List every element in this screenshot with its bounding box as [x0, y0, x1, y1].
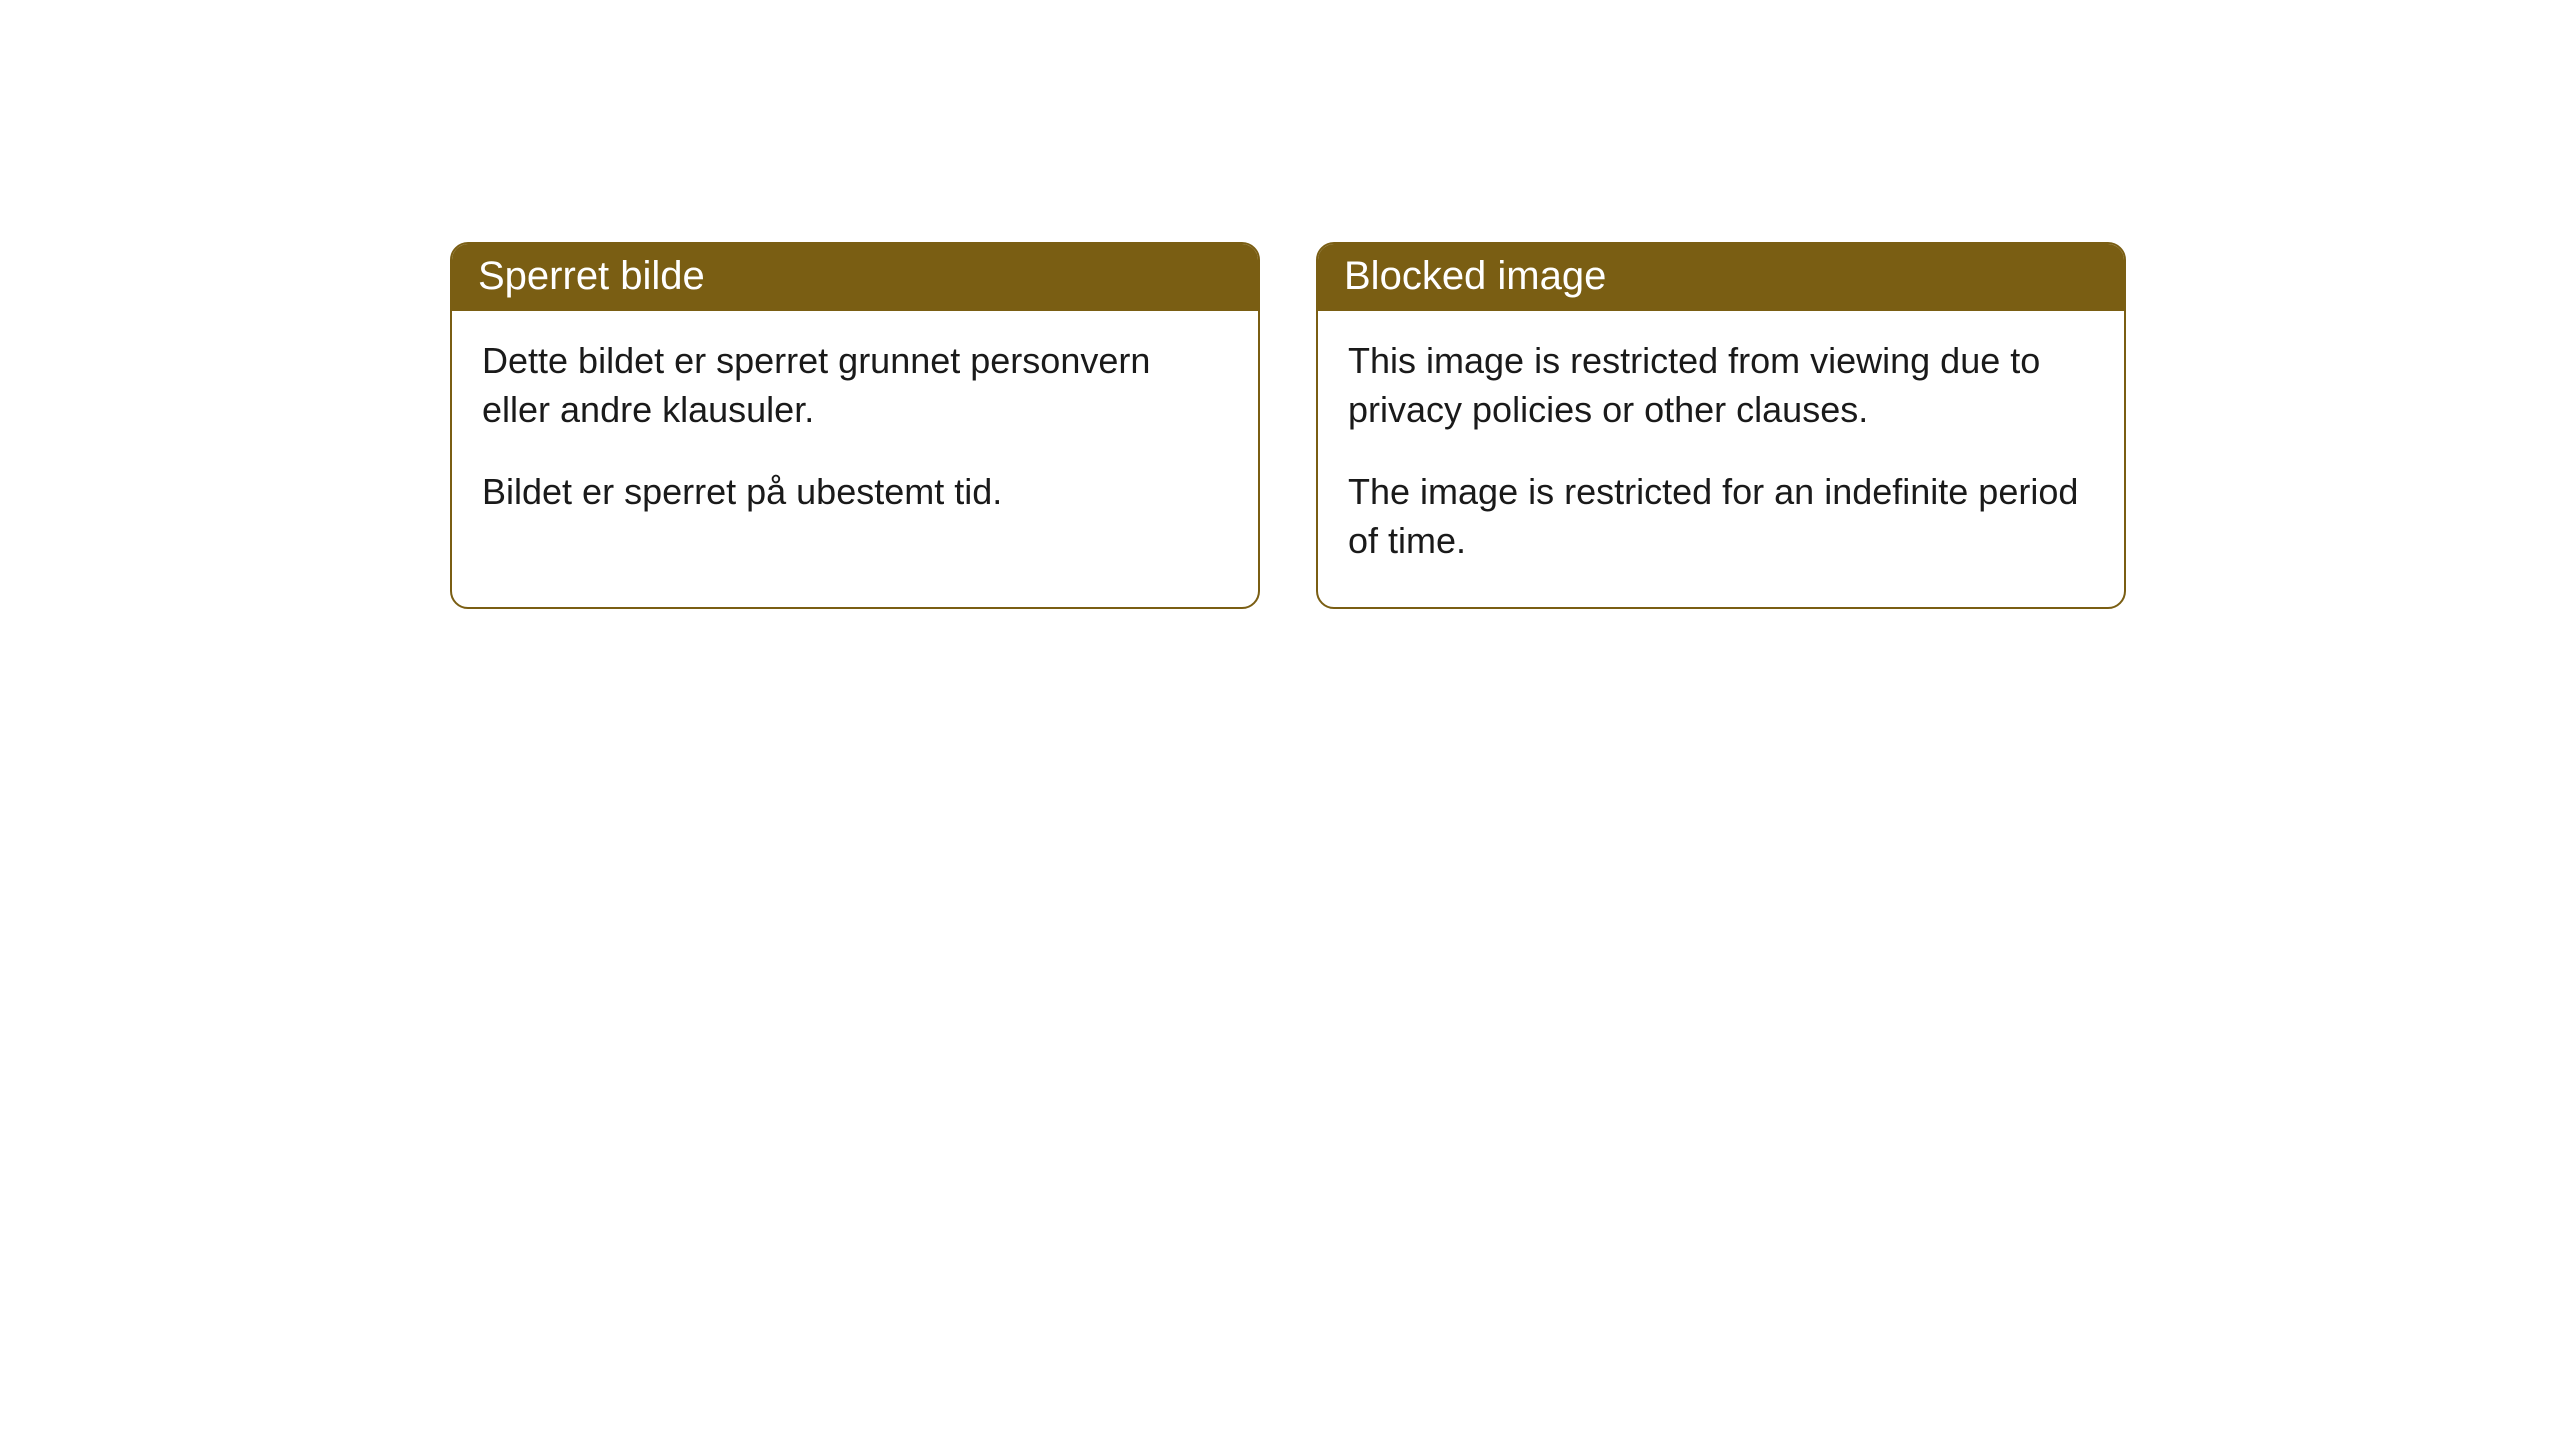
card-body-no: Dette bildet er sperret grunnet personve…: [452, 311, 1258, 559]
card-paragraph: This image is restricted from viewing du…: [1348, 337, 2094, 434]
blocked-image-card-no: Sperret bilde Dette bildet er sperret gr…: [450, 242, 1260, 609]
card-body-en: This image is restricted from viewing du…: [1318, 311, 2124, 607]
blocked-image-card-en: Blocked image This image is restricted f…: [1316, 242, 2126, 609]
card-paragraph: Bildet er sperret på ubestemt tid.: [482, 468, 1228, 517]
card-title: Sperret bilde: [478, 254, 705, 298]
notice-container: Sperret bilde Dette bildet er sperret gr…: [0, 0, 2560, 609]
card-paragraph: Dette bildet er sperret grunnet personve…: [482, 337, 1228, 434]
card-title: Blocked image: [1344, 254, 1606, 298]
card-header-en: Blocked image: [1318, 244, 2124, 311]
card-paragraph: The image is restricted for an indefinit…: [1348, 468, 2094, 565]
card-header-no: Sperret bilde: [452, 244, 1258, 311]
